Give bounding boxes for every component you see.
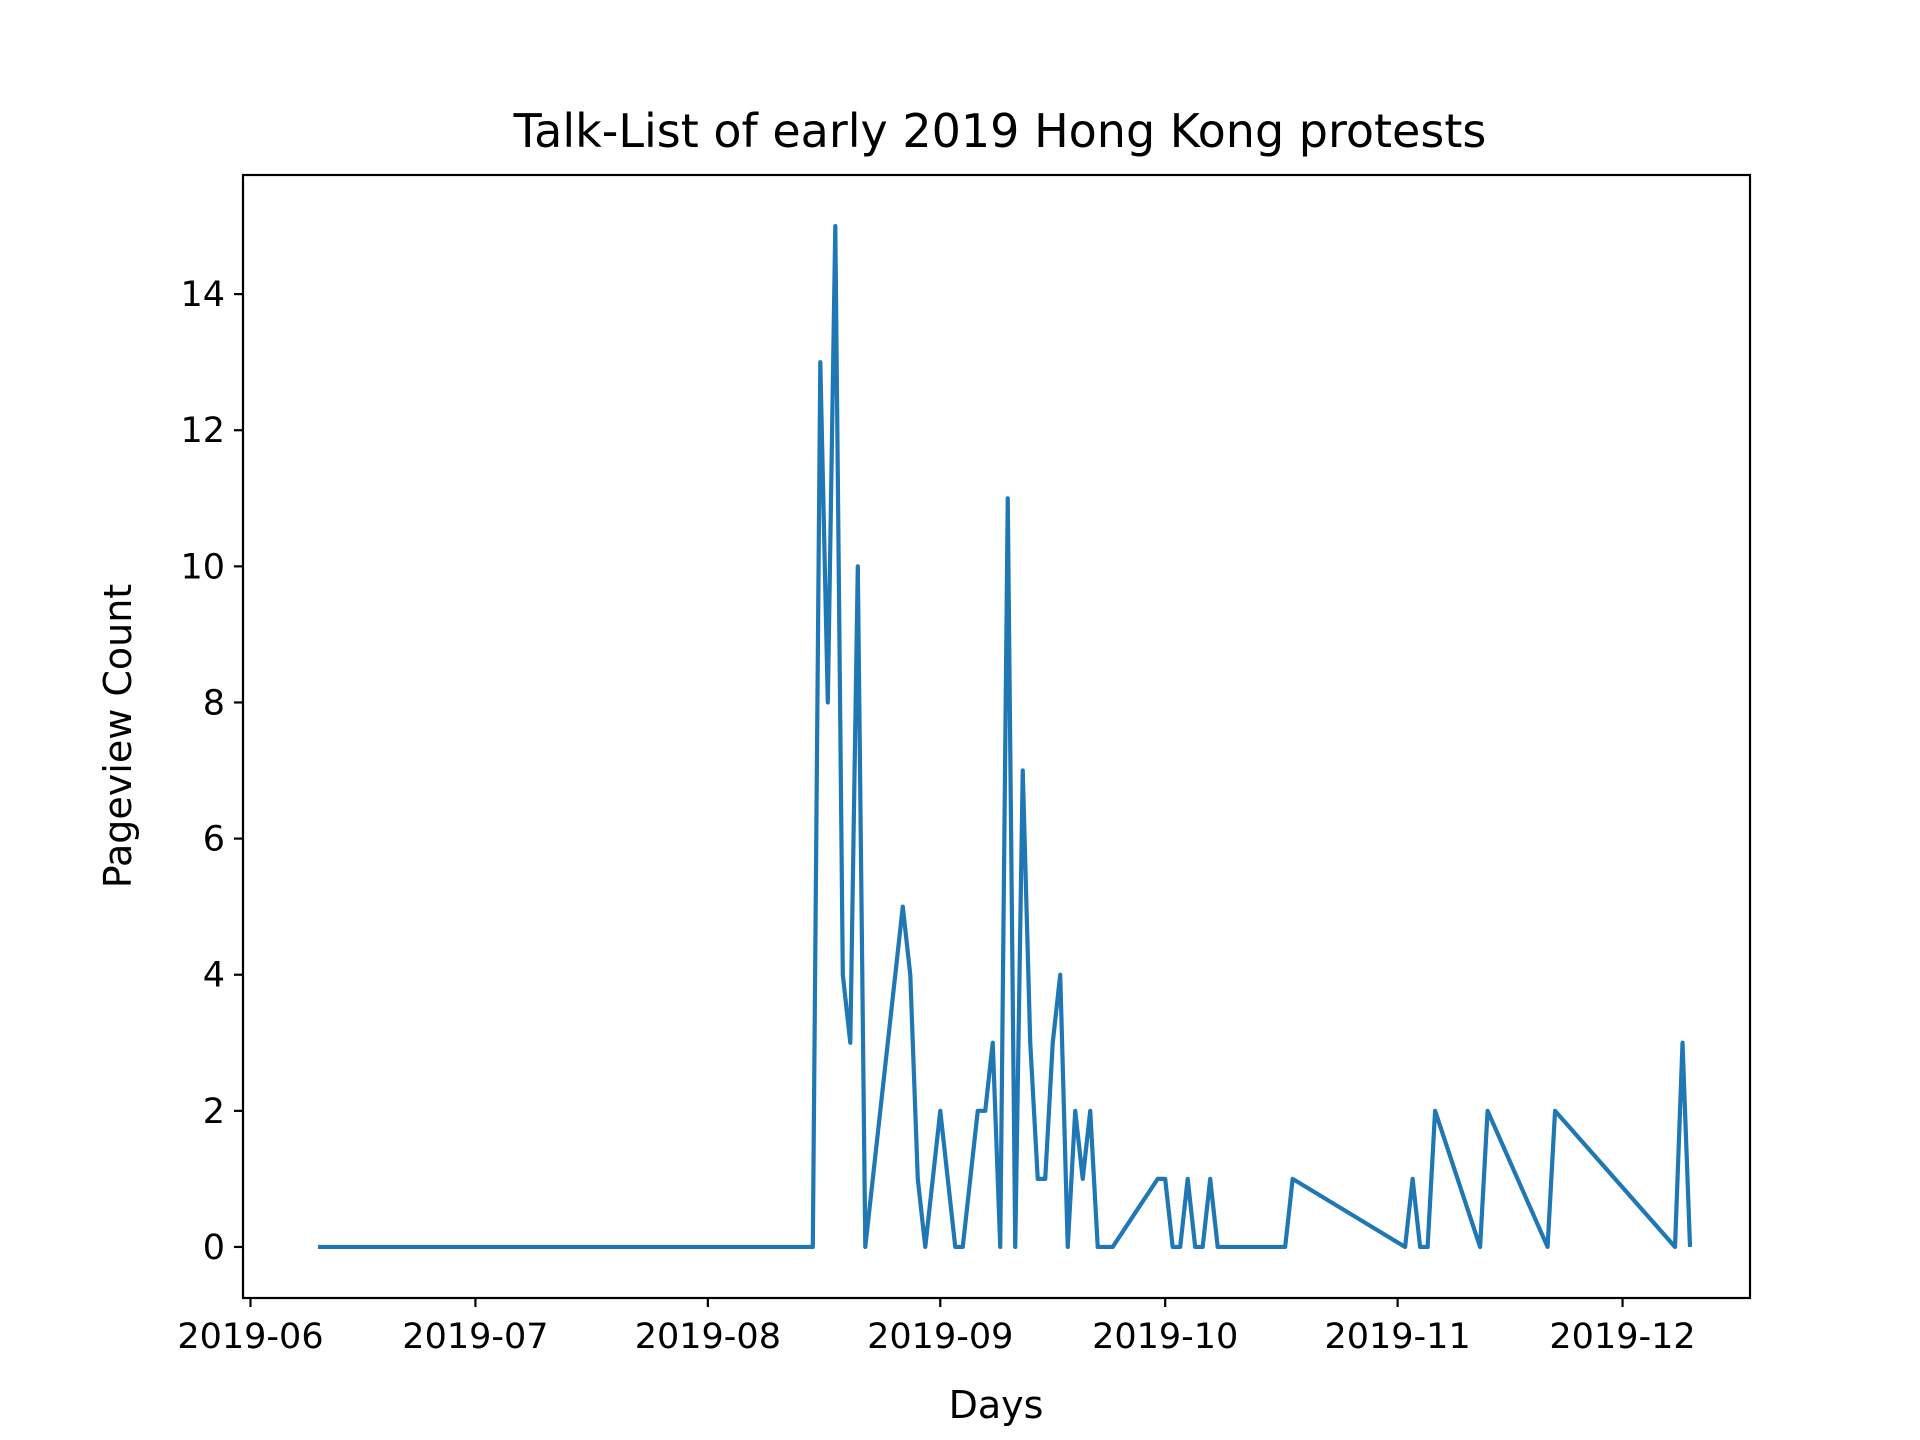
series-line-pageviews xyxy=(317,223,1693,1250)
x-axis-label: Days xyxy=(949,1383,1044,1427)
x-tick-label: 2019-10 xyxy=(1092,1317,1238,1357)
y-tick-label: 6 xyxy=(203,820,225,860)
x-tick-label: 2019-11 xyxy=(1324,1317,1470,1357)
x-axis: 2019-06 2019-07 2019-08 2019-09 2019-10 2019-… xyxy=(177,1298,1696,1357)
plot-frame xyxy=(241,173,1752,1300)
x-tick-label: 2019-08 xyxy=(635,1317,781,1357)
y-tick-label: 0 xyxy=(203,1228,225,1268)
x-tick-label: 2019-09 xyxy=(867,1317,1013,1357)
x-tick-label: 2019-07 xyxy=(402,1317,548,1357)
y-axis: 0 2 4 6 8 10 12 14 xyxy=(180,275,243,1268)
y-axis-label: Pageview Count xyxy=(96,584,140,888)
x-tick-label: 2019-06 xyxy=(177,1317,323,1357)
x-tick-label: 2019-12 xyxy=(1549,1317,1695,1357)
y-tick-label: 2 xyxy=(203,1092,225,1132)
y-tick-label: 4 xyxy=(203,956,225,996)
y-tick-label: 10 xyxy=(180,547,225,587)
y-tick-label: 14 xyxy=(180,275,225,315)
chart-title: Talk-List of early 2019 Hong Kong protes… xyxy=(513,104,1487,158)
y-tick-label: 8 xyxy=(203,683,225,723)
y-tick-label: 12 xyxy=(180,411,225,451)
